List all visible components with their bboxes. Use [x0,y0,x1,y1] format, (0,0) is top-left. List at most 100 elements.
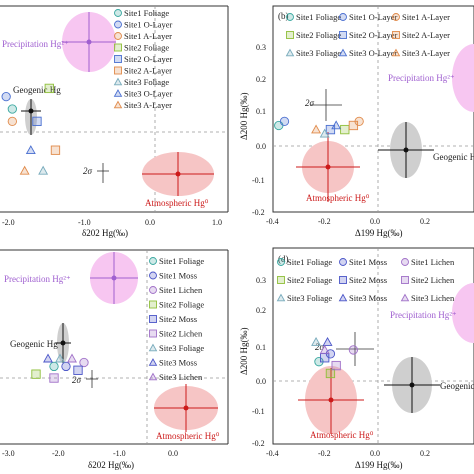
data-point [319,344,330,354]
legend-marker [339,31,347,39]
legend-label: Site3 Foliage [124,77,169,87]
data-point [61,361,71,372]
legend-marker [339,276,347,284]
legend-label: Site1 Lichen [411,257,455,267]
atmos-point-c [183,405,189,411]
data-point [348,120,359,131]
data-point [43,353,53,363]
legend-marker [114,20,122,29]
precip-label-c: Precipitation Hg²⁺ [4,274,71,284]
data-point [79,357,89,368]
legend-label: Site3 Lichen [411,293,455,303]
data-point [50,145,61,155]
data-point [49,373,59,383]
legend-label: Site3 A-Layer [124,100,172,110]
legend-marker [149,300,157,309]
panel-d-frame [272,247,474,445]
panel-c-xtick-0: -3.0 [2,449,15,458]
legend-marker [339,13,347,21]
legend-label: Site3 Foliage [287,293,332,303]
data-point [19,165,30,175]
legend-label: Site3 O-Layer [349,48,398,58]
legend-label: Site2 O-Layer [124,54,173,64]
legend-marker [114,43,122,52]
legend-label: Site2 Foliage [287,275,332,285]
panel-d: (d) Precipitation Hg²⁺ Geogenic Atmosphe… [239,247,474,470]
panel-b-ytick-2: 0.1 [256,107,266,116]
atmos-point-b [325,164,331,170]
sigma-label-c: 2σ [72,375,82,385]
data-point [331,360,341,371]
legend-label: Site2 Lichen [159,329,203,339]
legend-marker [114,66,122,75]
legend-label: Site2 Foliage [296,30,341,40]
legend-marker [113,77,123,86]
data-point [311,124,322,134]
legend-marker [400,293,410,302]
data-point [25,145,36,155]
precip-point-c [111,275,117,281]
legend-label: Site3 Foliage [159,343,204,353]
geogenic-label-d: Geogenic [440,381,474,391]
panel-d-xtick-1: -0.2 [318,449,331,458]
legend-marker [285,48,295,57]
panel-c-xlabel: δ202 Hg(‰) [88,460,134,470]
legend-label: Site1 Foliage [296,12,341,22]
legend-label: Site3 Moss [349,293,387,303]
panel-c: Precipitation Hg²⁺ Geogenic Hg Atmospher… [0,249,229,470]
atmos-point [175,171,181,177]
panel-d-ytick-1: 0.2 [256,306,266,315]
precip-point [86,39,92,45]
panel-b-frame [272,5,474,213]
panel-a-xtick-3: 1.0 [212,218,222,227]
panel-b-letter: (b) [278,11,289,21]
precip-label: Precipitation Hg²⁺ [2,39,69,49]
legend-marker [401,276,409,284]
legend-marker [148,343,158,352]
legend-marker [392,13,400,21]
legend-label: Site2 A-Layer [124,66,172,76]
data-point [73,365,83,375]
legend-label: Site3 Moss [159,358,197,368]
sigma-label: 2σ [83,166,93,176]
data-point [319,128,330,138]
legend-label: Site2 Lichen [411,275,455,285]
panel-d-xtick-3: 0.2 [420,449,430,458]
panel-d-ylabel: Δ200 Hg(‰) [239,327,249,375]
data-point [49,361,59,372]
legend-label: Site2 Moss [349,275,387,285]
data-point [325,124,336,135]
legend-marker [148,372,158,381]
legend-marker [277,258,285,266]
panel-d-ytick-2: 0.1 [256,343,266,352]
legend-marker [113,89,123,97]
data-point [348,345,359,355]
legend-label: Site1 Foliage [287,257,332,267]
panel-d-xlabel: Δ199 Hg(‰) [355,460,403,470]
data-point [1,91,11,102]
legend-marker [149,286,157,294]
precip-label-b: Precipitation Hg²⁺ [388,73,455,83]
atmos-label-b: Atmospheric Hg⁰ [306,193,370,203]
legend-label: Site1 O-Layer [124,20,173,30]
geogenic-label-c: Geogenic Hg [10,339,58,349]
sigma-label-d: 2σ [315,342,325,352]
legend-label: Site3 Lichen [159,372,203,382]
legend-label: Site1 Moss [349,257,387,267]
legend-label: Site2 O-Layer [349,30,398,40]
data-point [32,116,42,127]
geogenic-point-d [409,382,415,388]
panel-b-xtick-0: -0.4 [266,217,279,226]
data-point [331,120,342,130]
legend-marker [401,258,409,266]
data-point [7,104,17,114]
panel-d-ytick-5: -0.2 [252,439,265,448]
atmos-label: Atmospheric Hg⁰ [145,198,209,208]
legend-marker [338,293,348,302]
geogenic-point [28,108,34,114]
panel-a-xtick-1: -1.0 [78,218,91,227]
panel-b-ytick-3: 0.0 [256,142,266,151]
legend-label: Site1 Foliage [159,256,204,266]
atmos-label-c: Atmospheric Hg⁰ [156,431,220,441]
